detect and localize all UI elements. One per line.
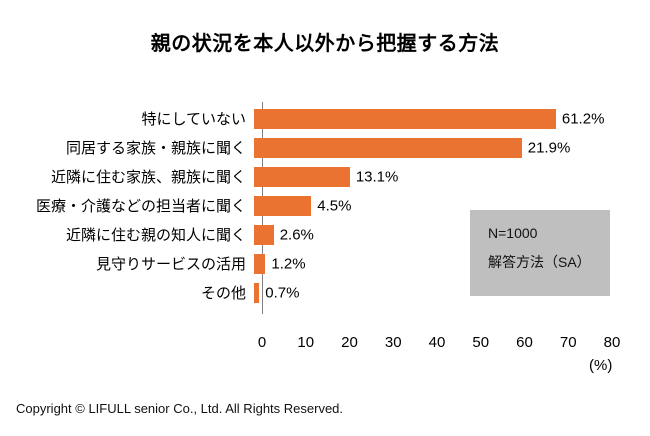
bar (254, 195, 312, 216)
x-tick-label: 10 (297, 334, 315, 351)
value-label: 21.9% (527, 139, 571, 156)
bar-track: 2.6% (254, 224, 604, 245)
sample-size-label: N=1000 (488, 225, 538, 241)
x-tick-label: 80 (603, 334, 621, 351)
x-tick-label: 20 (341, 334, 358, 351)
chart-row: その他 0.7% (0, 278, 612, 307)
category-label: 見守りサービスの活用 (95, 256, 246, 273)
x-tick-label: 60 (516, 334, 533, 351)
copyright-text: Copyright © LIFULL senior Co., Ltd. All … (16, 401, 344, 416)
x-axis: 0 10 20 30 40 50 60 70 80 (258, 334, 621, 352)
bar (254, 224, 274, 245)
category-label: 近隣に住む親の知人に聞く (65, 227, 246, 244)
value-label: 1.2% (271, 255, 306, 272)
category-label: その他 (200, 285, 246, 302)
bar (254, 137, 522, 158)
bar-chart: 特にしていない 61.2% 同居する家族・親族に聞く 21.9% 近隣に住む家族、親族に… (0, 104, 612, 307)
value-label: 2.6% (279, 226, 314, 243)
value-label: 13.1% (355, 168, 399, 185)
bar-track: 21.9% (254, 137, 604, 158)
bar-track: 4.5% (254, 195, 604, 216)
chart-row: 同居する家族・親族に聞く 21.9% (0, 133, 612, 162)
value-label: 61.2% (561, 110, 605, 127)
x-tick-label: 50 (472, 334, 490, 351)
value-label: 4.5% (317, 197, 352, 214)
x-axis-unit-label: (%) (589, 357, 613, 374)
chart-row: 見守りサービスの活用 1.2% (0, 249, 612, 278)
chart-row: 近隣に住む親の知人に聞く 2.6% (0, 220, 612, 249)
bar-track: 0.7% (254, 282, 604, 303)
bar-track: 61.2% (254, 108, 605, 129)
bar (254, 282, 260, 303)
chart-row: 医療・介護などの担当者に聞く 4.5% (0, 191, 612, 220)
bar (254, 253, 266, 274)
category-label: 医療・介護などの担当者に聞く (35, 198, 246, 215)
category-label: 特にしていない (141, 111, 246, 128)
x-tick-label: 70 (559, 334, 577, 351)
value-label: 0.7% (265, 284, 300, 301)
x-tick-label: 40 (428, 334, 446, 351)
bar-track: 13.1% (254, 166, 604, 187)
x-tick-label: 0 (257, 334, 267, 351)
chart-title: 親の状況を本人以外から把握する方法 (150, 33, 500, 55)
bar (254, 108, 556, 129)
bar-track: 1.2% (254, 253, 604, 274)
category-label: 近隣に住む家族、親族に聞く (50, 169, 246, 186)
answer-method-label: 解答方法（SA） (488, 254, 591, 270)
chart-row: 近隣に住む家族、親族に聞く 13.1% (0, 162, 612, 191)
category-label: 同居する家族・親族に聞く (65, 140, 246, 157)
survey-info-box: N=1000 解答方法（SA） (470, 210, 610, 296)
bar (254, 166, 350, 187)
chart-row: 特にしていない 61.2% (0, 104, 612, 133)
x-tick-label: 30 (384, 334, 402, 351)
